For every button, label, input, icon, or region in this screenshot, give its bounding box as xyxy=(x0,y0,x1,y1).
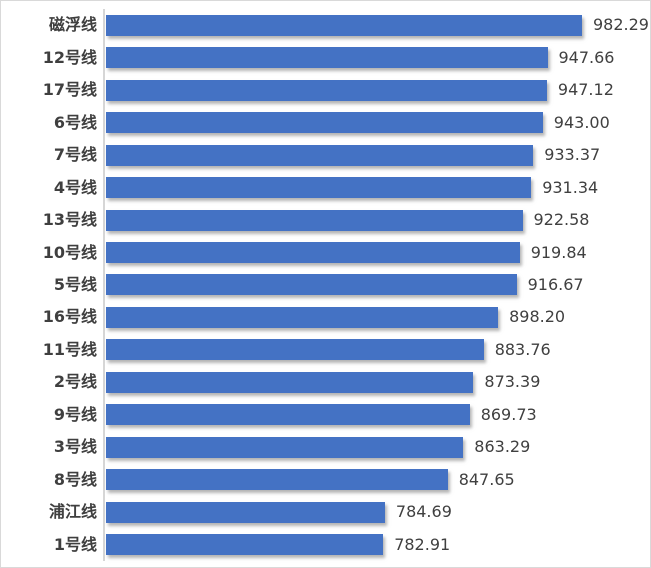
bar xyxy=(106,79,547,101)
chart-row: 17号线 947.12 xyxy=(1,74,650,106)
category-label: 12号线 xyxy=(42,47,97,67)
value-label: 883.76 xyxy=(494,339,551,359)
category-label: 1号线 xyxy=(53,534,97,554)
chart-row: 4号线 931.34 xyxy=(1,171,650,203)
category-label: 17号线 xyxy=(42,80,97,100)
chart-row: 6号线 943.00 xyxy=(1,106,650,138)
category-label: 5号线 xyxy=(53,274,97,294)
category-label: 磁浮线 xyxy=(48,15,97,35)
bar-area: 916.67 xyxy=(106,274,650,296)
value-label: 863.29 xyxy=(474,437,531,457)
category-label: 6号线 xyxy=(53,112,97,132)
bar xyxy=(106,404,470,426)
value-label: 847.65 xyxy=(458,469,515,489)
chart-row: 16号线 898.20 xyxy=(1,301,650,333)
chart-row: 8号线 847.65 xyxy=(1,464,650,496)
category-label: 3号线 xyxy=(53,437,97,457)
bar xyxy=(106,469,448,491)
bar-area: 931.34 xyxy=(106,177,650,199)
chart-row: 5号线 916.67 xyxy=(1,269,650,301)
bar xyxy=(106,144,534,166)
plot-area: 磁浮线 982.29 12号线 947.66 17号线 947.12 6号线 9… xyxy=(1,9,650,561)
value-label: 916.67 xyxy=(527,274,584,294)
bar-area: 883.76 xyxy=(106,339,650,361)
category-label: 13号线 xyxy=(42,210,97,230)
category-label: 8号线 xyxy=(53,469,97,489)
bar xyxy=(106,14,582,36)
chart-row: 2号线 873.39 xyxy=(1,366,650,398)
bar-area: 863.29 xyxy=(106,436,650,458)
bar xyxy=(106,112,543,134)
chart-row: 浦江线 784.69 xyxy=(1,496,650,528)
bar xyxy=(106,501,385,523)
bar xyxy=(106,274,517,296)
bar-area: 943.00 xyxy=(106,112,650,134)
category-label: 11号线 xyxy=(42,339,97,359)
value-label: 869.73 xyxy=(480,404,537,424)
bar-area: 922.58 xyxy=(106,209,650,231)
value-label: 982.29 xyxy=(593,15,649,35)
bar xyxy=(106,177,532,199)
chart-row: 7号线 933.37 xyxy=(1,139,650,171)
bar-area: 898.20 xyxy=(106,306,650,328)
category-label: 7号线 xyxy=(53,145,97,165)
value-label: 784.69 xyxy=(395,502,452,522)
bar-area: 873.39 xyxy=(106,371,650,393)
bar xyxy=(106,306,499,328)
chart-row: 12号线 947.66 xyxy=(1,41,650,73)
bar-area: 782.91 xyxy=(106,534,650,556)
bar xyxy=(106,242,520,264)
value-label: 931.34 xyxy=(542,177,599,197)
bar-area: 947.66 xyxy=(106,47,650,69)
bar-area: 982.29 xyxy=(106,14,650,36)
chart-row: 13号线 922.58 xyxy=(1,204,650,236)
chart-row: 11号线 883.76 xyxy=(1,334,650,366)
chart-row: 1号线 782.91 xyxy=(1,529,650,561)
category-label: 2号线 xyxy=(53,372,97,392)
value-label: 898.20 xyxy=(509,307,566,327)
chart-row: 9号线 869.73 xyxy=(1,399,650,431)
category-label: 9号线 xyxy=(53,404,97,424)
chart-row: 10号线 919.84 xyxy=(1,236,650,268)
value-label: 873.39 xyxy=(484,372,541,392)
bar xyxy=(106,339,484,361)
category-axis-line xyxy=(103,9,105,561)
bar-area: 847.65 xyxy=(106,469,650,491)
bar xyxy=(106,47,548,69)
bar xyxy=(106,436,464,458)
bar xyxy=(106,534,384,556)
bar-area: 947.12 xyxy=(106,79,650,101)
value-label: 933.37 xyxy=(544,145,601,165)
bar-area: 919.84 xyxy=(106,242,650,264)
value-label: 782.91 xyxy=(394,534,451,554)
value-label: 947.66 xyxy=(558,47,615,67)
value-label: 947.12 xyxy=(557,80,614,100)
bar xyxy=(106,209,523,231)
chart-row: 磁浮线 982.29 xyxy=(1,9,650,41)
bar-area: 869.73 xyxy=(106,404,650,426)
category-label: 4号线 xyxy=(53,177,97,197)
value-label: 943.00 xyxy=(553,112,610,132)
value-label: 922.58 xyxy=(533,210,590,230)
chart-row: 3号线 863.29 xyxy=(1,431,650,463)
bar-area: 933.37 xyxy=(106,144,650,166)
category-label: 浦江线 xyxy=(48,502,97,522)
category-label: 10号线 xyxy=(42,242,97,262)
value-label: 919.84 xyxy=(530,242,587,262)
bar xyxy=(106,371,474,393)
bar-area: 784.69 xyxy=(106,501,650,523)
category-label: 16号线 xyxy=(42,307,97,327)
